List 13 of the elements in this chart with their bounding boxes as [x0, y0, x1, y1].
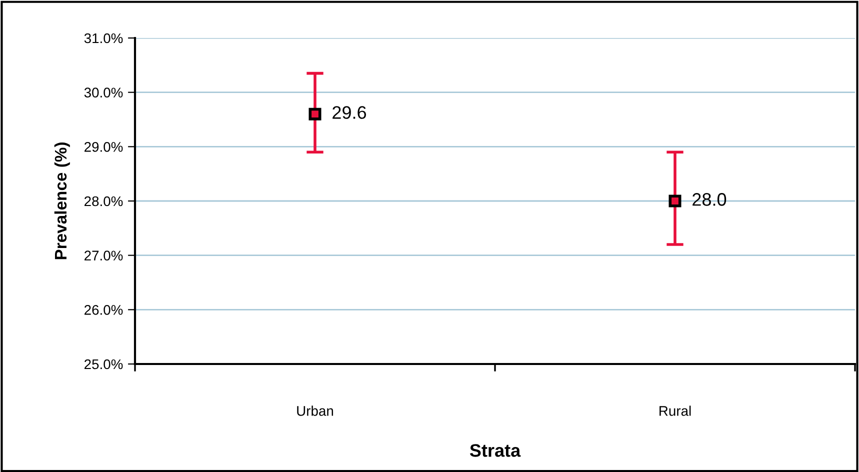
y-tick-label: 31.0%: [84, 33, 123, 44]
y-tick-label: 27.0%: [84, 250, 123, 261]
y-axis-title: Prevalence (%): [54, 142, 70, 260]
y-tick-label: 28.0%: [84, 196, 123, 206]
x-tick-label: Rural: [660, 406, 691, 416]
y-tick-label: 26.0%: [84, 305, 123, 315]
data-label: 29.6: [332, 106, 366, 119]
y-tick-label: 29.0%: [84, 142, 123, 152]
y-tick-label: 25.0%: [84, 359, 123, 370]
x-axis-title: Strata: [470, 444, 521, 457]
y-tick-label: 30.0%: [84, 88, 123, 98]
data-label: 28.0: [692, 193, 726, 206]
x-tick-label: Urban: [297, 406, 334, 416]
